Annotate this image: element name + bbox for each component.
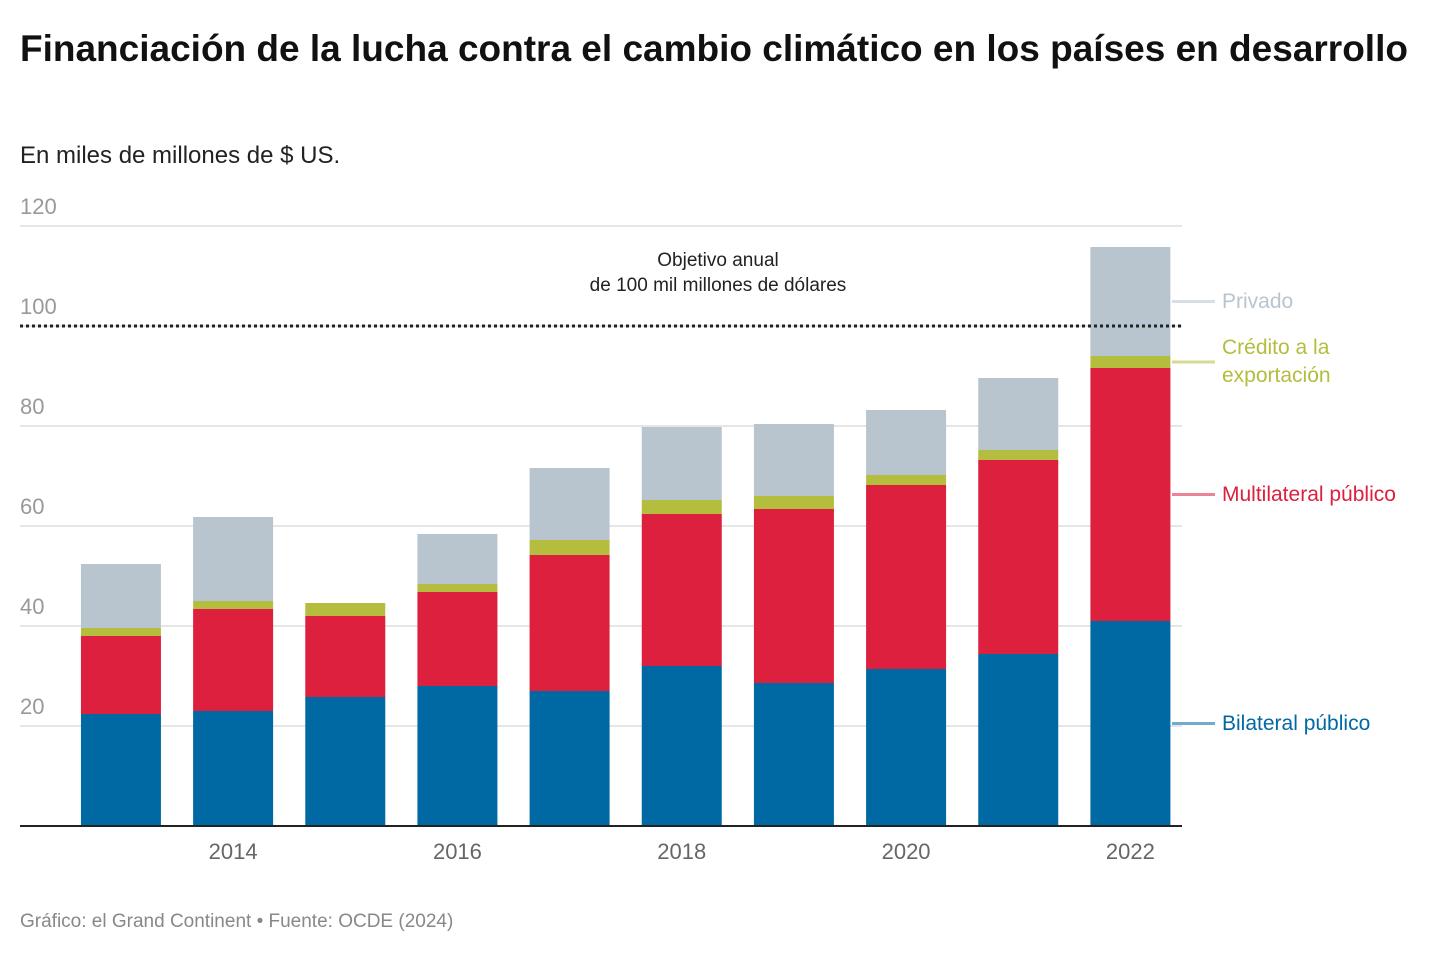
- bar-segment: [193, 609, 274, 711]
- chart-title: Financiación de la lucha contra el cambi…: [20, 28, 1408, 69]
- bar-segment: [80, 628, 161, 636]
- x-tick-label: 2014: [209, 839, 258, 864]
- y-tick-label: 20: [20, 694, 44, 719]
- bar-segment: [641, 666, 722, 826]
- bar-segment: [417, 592, 498, 686]
- annotation: Objetivo anual: [657, 250, 778, 271]
- bar-segment: [753, 424, 834, 496]
- y-tick-label: 100: [20, 294, 57, 319]
- bar-segment: [529, 540, 610, 555]
- y-tick-label: 80: [20, 394, 44, 419]
- chart-subtitle: En miles de millones de $ US.: [20, 142, 341, 169]
- bar-segment: [1090, 356, 1171, 368]
- annotation: de 100 mil millones de dólares: [590, 275, 847, 296]
- bar-segment: [978, 378, 1059, 450]
- bar-segment: [753, 509, 834, 683]
- bar-segment: [80, 714, 161, 826]
- bar-segment: [866, 669, 947, 826]
- y-tick-label: 40: [20, 594, 44, 619]
- bar-segment: [978, 654, 1059, 826]
- bar-segment: [417, 584, 498, 592]
- legend-label: Bilateral público: [1222, 711, 1371, 735]
- bar-segment: [866, 410, 947, 475]
- bar-segment: [193, 517, 274, 601]
- bar-segment: [641, 514, 722, 666]
- source: Gráfico: el Grand Continent • Fuente: OC…: [20, 911, 454, 932]
- bar-segment: [80, 564, 161, 628]
- bar-segment: [753, 496, 834, 509]
- bar-segment: [1090, 621, 1171, 826]
- x-tick-label: 2018: [657, 839, 706, 864]
- legend-label: Multilateral público: [1222, 482, 1396, 506]
- x-tick-label: 2016: [433, 839, 482, 864]
- bar-segment: [305, 603, 386, 616]
- bar-segment: [193, 601, 274, 609]
- bar-segment: [978, 460, 1059, 654]
- legend-label: Privado: [1222, 289, 1294, 313]
- bar-segment: [641, 500, 722, 514]
- bar-segment: [305, 616, 386, 697]
- bar-segment: [305, 697, 386, 826]
- bar-segment: [978, 450, 1059, 460]
- x-tick-label: 2022: [1106, 839, 1155, 864]
- bar-segment: [866, 485, 947, 669]
- bar-segment: [80, 636, 161, 714]
- bar-segment: [1090, 247, 1171, 356]
- bar-segment: [641, 427, 722, 500]
- y-tick-label: 60: [20, 494, 44, 519]
- legend-label: Crédito a la exportación: [1222, 336, 1331, 387]
- bar-segment: [1090, 368, 1171, 621]
- x-tick-label: 2020: [882, 839, 931, 864]
- bar-segment: [529, 468, 610, 540]
- bar-segment: [866, 475, 947, 485]
- bar-segment: [529, 555, 610, 691]
- bar-segment: [193, 711, 274, 826]
- bar-segment: [417, 686, 498, 826]
- y-tick-label: 120: [20, 194, 57, 219]
- bar-segment: [753, 683, 834, 826]
- bar-segment: [417, 534, 498, 584]
- bar-segment: [529, 691, 610, 826]
